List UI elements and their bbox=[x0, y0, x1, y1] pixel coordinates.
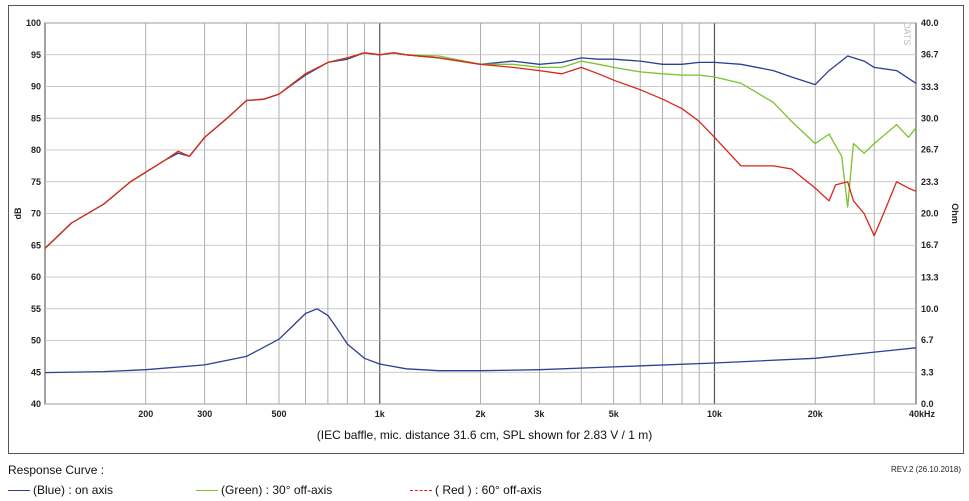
legend-swatch-green bbox=[196, 490, 218, 492]
y-tick-label: 100 bbox=[26, 18, 41, 28]
y-tick-label: 90 bbox=[31, 82, 41, 92]
y-tick-label: 70 bbox=[31, 209, 41, 219]
y2-tick-label: 13.3 bbox=[921, 272, 939, 282]
x-tick-label: 500 bbox=[271, 409, 286, 419]
revision-label: REV.2 (26.10.2018) bbox=[891, 465, 961, 474]
watermark-text: DATS bbox=[902, 22, 912, 46]
y-tick-label: 50 bbox=[31, 336, 41, 346]
y2-axis-label: Ohm bbox=[950, 203, 960, 224]
y-tick-label: 60 bbox=[31, 272, 41, 282]
legend-label-red: ( Red ) : 60° off-axis bbox=[435, 483, 542, 497]
y2-tick-label: 36.7 bbox=[921, 49, 939, 59]
x-tick-label: 5k bbox=[609, 409, 620, 419]
legend-label-blue: (Blue) : on axis bbox=[33, 483, 114, 497]
y-tick-label: 80 bbox=[31, 145, 41, 155]
y2-tick-label: 23.3 bbox=[921, 177, 939, 187]
y2-tick-label: 30.0 bbox=[921, 113, 939, 123]
frequency-response-chart: 40 45 50 55 60 65 70 75 80 85 90 95 100 0.0 3.3 6.7 10.0… bbox=[13, 18, 960, 419]
x-tick-label: 20k bbox=[808, 409, 824, 419]
y-axis-label: dB bbox=[13, 207, 23, 219]
y-tick-label: 40 bbox=[31, 399, 41, 409]
y-tick-label: 95 bbox=[31, 50, 41, 60]
x-tick-label: 2k bbox=[475, 409, 486, 419]
y2-tick-label: 10.0 bbox=[921, 304, 939, 314]
y-tick-label: 55 bbox=[31, 304, 41, 314]
legend-label-green: (Green) : 30° off-axis bbox=[221, 483, 333, 497]
x-tick-label: 10k bbox=[707, 409, 723, 419]
y2-tick-label: 6.7 bbox=[921, 335, 934, 345]
y-tick-label: 75 bbox=[31, 177, 41, 187]
y2-tick-label: 26.7 bbox=[921, 145, 939, 155]
series-line-2 bbox=[44, 52, 917, 249]
y-tick-label: 85 bbox=[31, 113, 41, 123]
y2-tick-label: 20.0 bbox=[921, 209, 939, 219]
y2-tick-label: 40.0 bbox=[921, 18, 939, 28]
legend-title: Response Curve : bbox=[8, 463, 105, 477]
x-tick-label: 40kHz bbox=[909, 409, 936, 419]
x-tick-label: 3k bbox=[534, 409, 545, 419]
y-tick-label: 65 bbox=[31, 240, 41, 250]
y2-tick-label: 16.7 bbox=[921, 240, 939, 250]
x-tick-label: 1k bbox=[375, 409, 386, 419]
legend-item-green: (Green) : 30° off-axis bbox=[196, 483, 332, 497]
legend-item-red: ( Red ) : 60° off-axis bbox=[410, 483, 542, 497]
y2-tick-label: 33.3 bbox=[921, 82, 939, 92]
x-tick-label: 300 bbox=[197, 409, 212, 419]
y2-tick-label: 3.3 bbox=[921, 368, 934, 378]
series-line-3 bbox=[44, 308, 917, 374]
y2-tick-label: 0.0 bbox=[921, 399, 934, 409]
x-tick-label: 200 bbox=[138, 409, 153, 419]
legend-swatch-blue bbox=[8, 490, 30, 492]
y-tick-label: 45 bbox=[31, 367, 41, 377]
legend-item-blue: (Blue) : on axis bbox=[8, 483, 113, 497]
legend-swatch-red bbox=[410, 490, 432, 492]
chart-caption: (IEC baffle, mic. distance 31.6 cm, SPL … bbox=[316, 428, 653, 442]
